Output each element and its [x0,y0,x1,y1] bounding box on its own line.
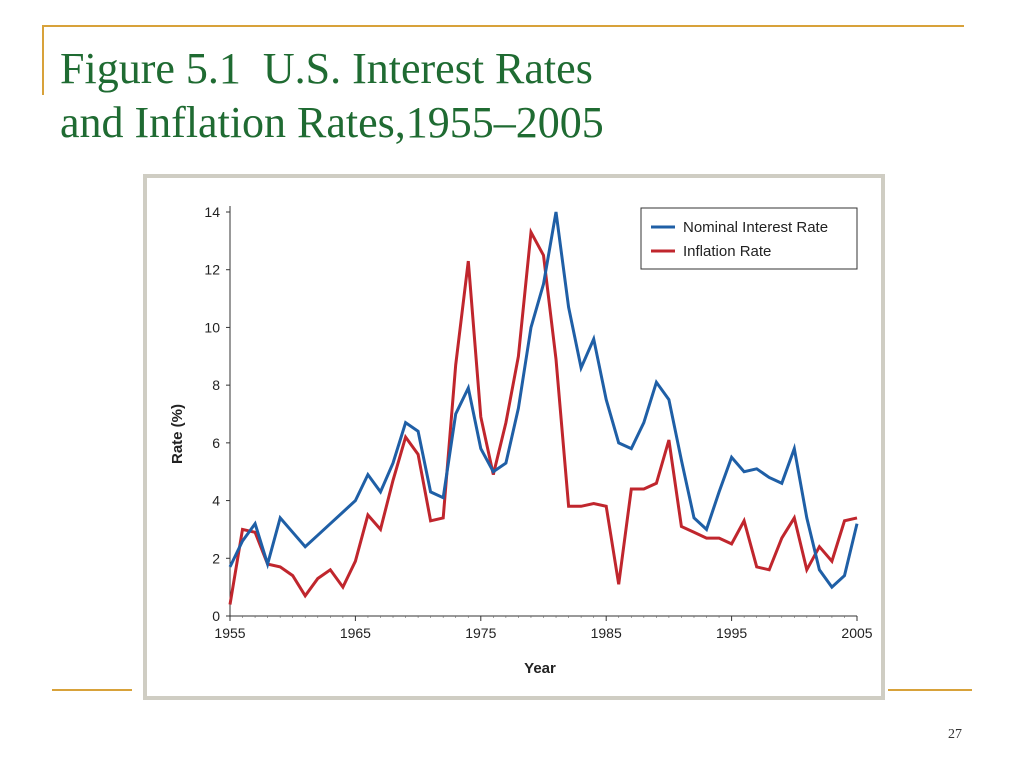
y-axis-title: Rate (%) [169,404,186,464]
page-number: 27 [948,727,962,742]
series-line-inflation-rate [228,227,858,605]
legend-label-nominal: Nominal Interest Rate [683,219,828,236]
x-tick-label: 2005 [841,625,872,641]
legend-label-inflation: Inflation Rate [683,243,771,260]
y-tick-label: 4 [212,493,220,509]
slide-title: Figure 5.1 U.S. Interest Rates and Infla… [60,42,940,150]
y-tick-label: 2 [212,550,220,566]
x-tick-label: 1955 [214,625,245,641]
line-chart: 0 2 4 6 8 10 12 14 1955 1965 1975 1985 1995 2005 Rate… [169,204,873,677]
x-tick-label: 1985 [591,625,622,641]
x-axis-title: Year [524,660,556,677]
series-layer [228,211,859,605]
bottom-left-accent-line [52,689,132,691]
y-tick-label: 10 [204,319,220,335]
legend-box [640,207,858,270]
y-tick-label: 14 [204,204,220,220]
left-accent-line [42,25,44,95]
y-tick-label: 0 [212,608,220,624]
legend: Nominal Interest Rate Inflation Rate [640,207,858,270]
series-line-nominal-interest-rate [228,211,859,590]
top-accent-line [42,25,964,27]
chart-frame: 0 2 4 6 8 10 12 14 1955 1965 1975 1985 1995 2005 Rate… [143,174,885,700]
x-tick-label: 1965 [340,625,371,641]
y-tick-label: 6 [212,435,220,451]
slide-title-line-2: and Inflation Rates,1955–2005 [60,98,604,147]
bottom-right-accent-line [888,689,972,691]
x-tick-label: 1995 [716,625,747,641]
y-tick-label: 12 [204,262,220,278]
slide-title-line-1: Figure 5.1 U.S. Interest Rates [60,44,593,93]
x-tick-label: 1975 [465,625,496,641]
ticks-layer: 0 2 4 6 8 10 12 14 1955 1965 1975 1985 1995 2005 [204,204,872,641]
y-tick-label: 8 [212,377,220,393]
